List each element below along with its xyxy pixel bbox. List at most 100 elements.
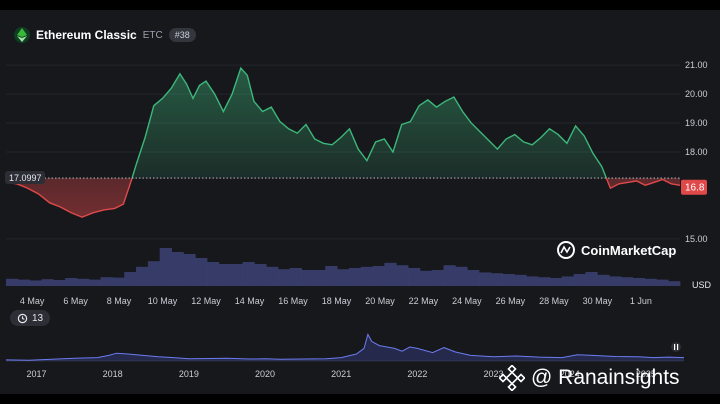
- volume-bar: [147, 261, 161, 286]
- volume-bar: [620, 277, 634, 286]
- current-price-label: 16.8: [681, 179, 707, 195]
- volume-bar: [112, 277, 125, 286]
- volume-bar: [408, 268, 421, 286]
- y-tick-label: 18.00: [685, 147, 708, 157]
- volume-bar: [514, 274, 527, 286]
- x-tick-label: 20 May: [365, 296, 395, 306]
- volume-bar: [443, 265, 456, 286]
- x-tick-label: 14 May: [235, 296, 265, 306]
- volume-bar: [313, 270, 326, 286]
- watermark: @ Ranainsights: [499, 365, 680, 391]
- current-price: 16.8: [685, 183, 705, 194]
- volume-bar: [502, 274, 515, 286]
- overview-x-tick-label: 2022: [407, 369, 427, 379]
- overview-navigator[interactable]: [5, 333, 685, 362]
- x-tick-label: 28 May: [539, 296, 569, 306]
- volume-bar: [53, 280, 66, 286]
- x-tick-label: 24 May: [452, 296, 482, 306]
- volume-bars: [6, 248, 681, 286]
- x-tick-label: 22 May: [409, 296, 439, 306]
- volume-bar: [6, 278, 19, 286]
- x-tick-label: 6 May: [63, 296, 88, 306]
- volume-bar: [337, 269, 350, 286]
- overview-x-tick-label: 2023: [484, 369, 504, 379]
- overview-x-axis: 2017 2018 2019 2020 2021 2022 2023 2024 2025: [26, 369, 655, 379]
- volume-bar: [609, 276, 622, 286]
- grid-lines: [6, 64, 680, 240]
- history-button[interactable]: 13: [10, 310, 51, 326]
- x-axis: 4 May 6 May 8 May 10 May 12 May 14 May 16 May 1…: [20, 296, 652, 306]
- coin-header: Ethereum Classic ETC #38: [14, 25, 196, 45]
- volume-bar: [360, 266, 373, 286]
- volume-bar: [266, 266, 279, 286]
- volume-bar: [668, 281, 681, 286]
- volume-bar: [254, 264, 267, 286]
- baseline-label: 17.0997: [5, 171, 45, 185]
- overview-line: [5, 333, 685, 361]
- y-tick-label: 21.00: [685, 60, 708, 70]
- x-tick-label: 18 May: [322, 296, 352, 306]
- volume-bar: [325, 266, 338, 286]
- overview-x-tick-label: 2025: [636, 369, 656, 379]
- ethereum-classic-icon: [14, 27, 30, 43]
- y-tick-label: 19.00: [685, 118, 708, 128]
- volume-bar: [76, 278, 90, 286]
- overview-x-tick-label: 2019: [179, 369, 199, 379]
- y-axis: 21.00 20.00 19.00 18.00 15.00: [685, 60, 708, 244]
- volume-bar: [656, 279, 669, 286]
- volume-bar: [478, 272, 492, 286]
- volume-bar: [384, 262, 397, 286]
- y-tick-label: 15.00: [685, 234, 708, 244]
- x-tick-label: 4 May: [20, 296, 45, 306]
- volume-bar: [538, 277, 551, 286]
- volume-bar: [277, 269, 291, 286]
- volume-bar: [396, 265, 409, 286]
- volume-bar: [419, 270, 433, 286]
- volume-bar: [29, 280, 42, 286]
- volume-bar: [183, 254, 196, 286]
- volume-bar: [17, 279, 31, 286]
- coin-symbol: ETC: [142, 29, 163, 41]
- volume-bar: [585, 272, 598, 286]
- volume-bar: [289, 268, 303, 286]
- x-tick-label: 8 May: [107, 296, 132, 306]
- binance-icon: [499, 365, 525, 391]
- coin-name: Ethereum Classic: [36, 28, 137, 42]
- volume-bar: [549, 278, 563, 286]
- volume-bar: [526, 276, 539, 286]
- x-tick-label: 10 May: [148, 296, 178, 306]
- volume-bar: [597, 274, 610, 286]
- volume-bar: [348, 268, 362, 286]
- volume-bar: [159, 248, 172, 286]
- volume-bar: [431, 270, 444, 286]
- volume-bar: [65, 278, 78, 286]
- pause-button[interactable]: [671, 342, 681, 352]
- x-tick-label: 12 May: [191, 296, 221, 306]
- volume-bar: [242, 262, 255, 286]
- volume-bar: [41, 279, 54, 286]
- volume-bar: [467, 270, 480, 286]
- volume-bar: [88, 279, 101, 286]
- baseline-value: 17.0997: [9, 173, 42, 183]
- volume-bar: [301, 270, 314, 286]
- brand-logo: CoinMarketCap: [557, 241, 676, 259]
- coinmarketcap-icon: [557, 241, 575, 259]
- volume-bar: [561, 276, 574, 286]
- rank-badge: #38: [168, 28, 196, 42]
- overview-x-tick-label: 2018: [103, 369, 123, 379]
- currency-label: USD: [692, 280, 712, 290]
- x-tick-label: 1 Jun: [630, 296, 652, 306]
- up-area-fill: [132, 68, 607, 179]
- price-area: [5, 66, 681, 218]
- volume-bar: [207, 262, 220, 286]
- x-tick-label: 30 May: [583, 296, 613, 306]
- brand-name: CoinMarketCap: [581, 243, 676, 258]
- volume-bar: [490, 273, 504, 286]
- overview-x-tick-label: 2017: [26, 369, 46, 379]
- volume-bar: [136, 266, 149, 286]
- volume-bar: [573, 274, 586, 286]
- history-count: 13: [32, 312, 44, 324]
- y-tick-label: 20.00: [685, 89, 708, 99]
